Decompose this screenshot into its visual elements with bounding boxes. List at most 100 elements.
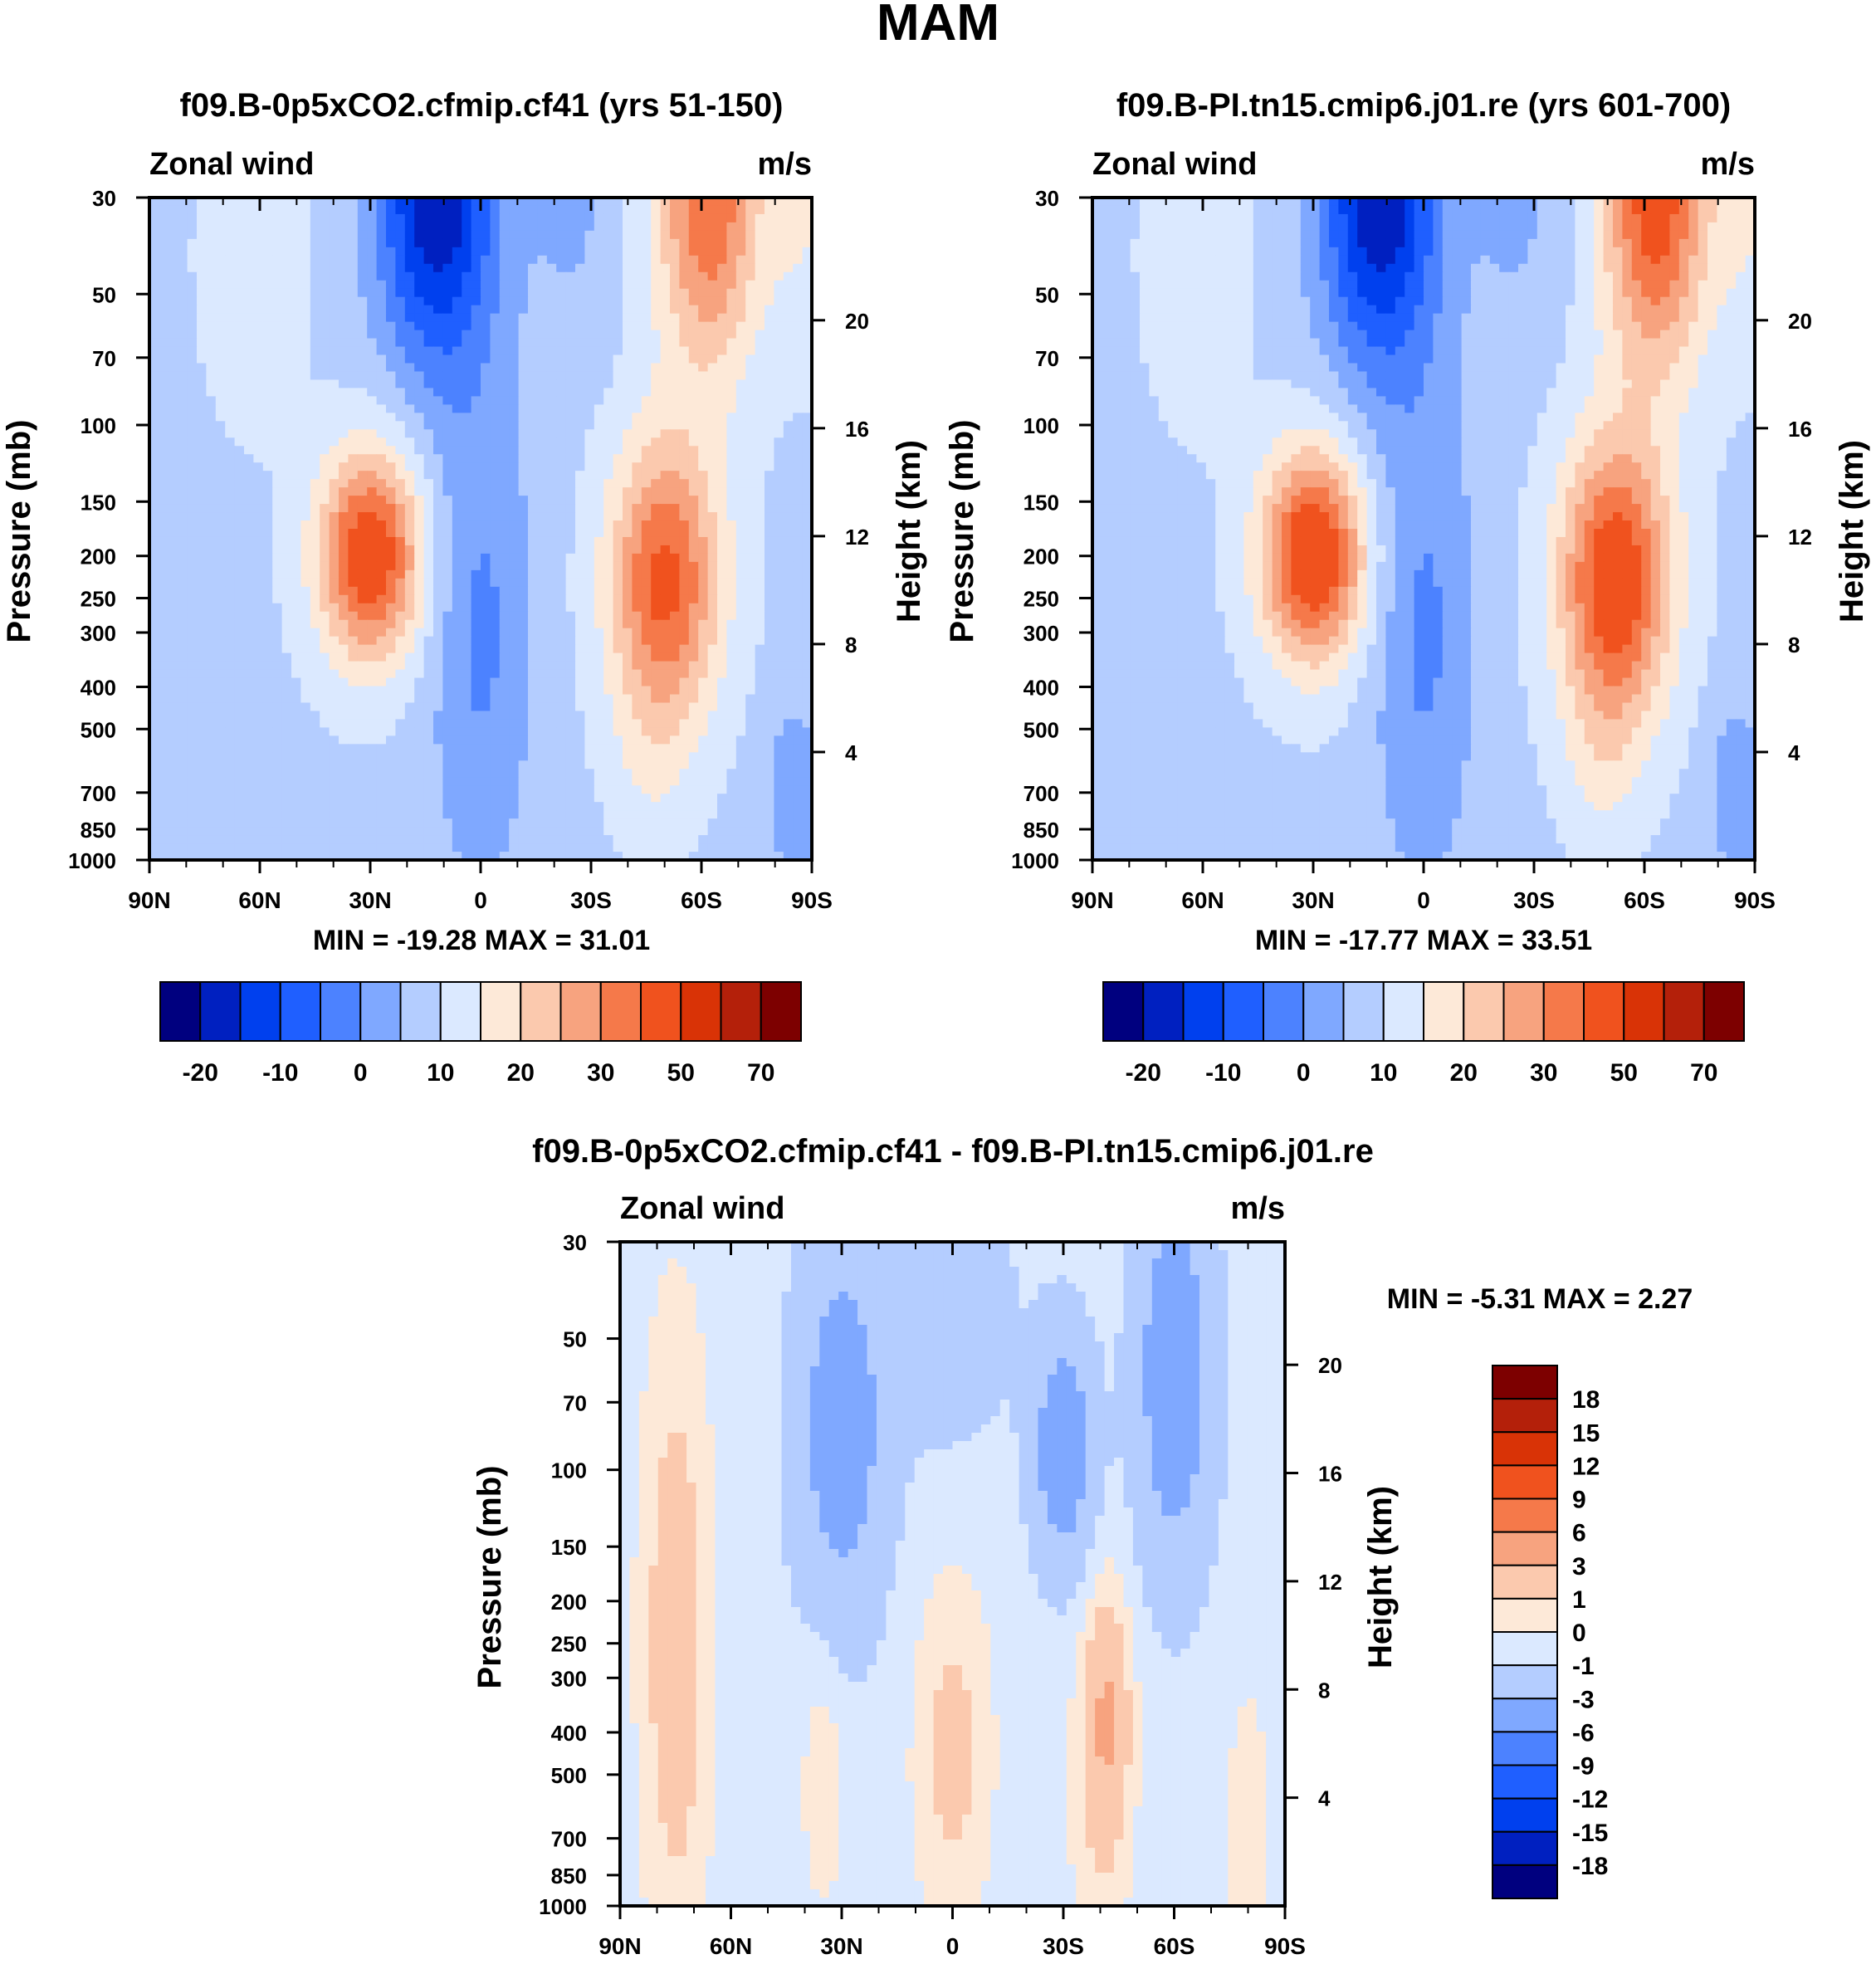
field-cell [707,471,718,480]
field-cell [802,594,813,604]
field-cell [244,677,254,687]
field-cell [707,454,718,463]
field-cell [688,603,699,613]
field-cell [376,727,387,736]
field-cell [774,296,784,306]
field-cell [688,529,699,538]
field-cell [320,313,330,323]
field-cell [481,238,491,248]
field-cell [499,669,510,679]
field-cell [518,512,529,521]
field-cell [376,594,387,604]
field-cell [310,785,320,794]
field-cell [320,247,330,256]
field-cell [793,454,804,463]
field-cell [528,611,538,621]
field-cell [726,686,737,696]
field-cell [651,569,662,579]
field-cell [528,404,538,413]
field-cell [793,396,804,405]
field-cell [386,669,396,679]
field-cell [367,338,378,348]
field-cell [556,536,567,546]
field-cell [490,496,501,505]
field-cell [613,636,623,646]
field-cell [613,727,623,736]
field-cell [802,271,813,281]
field-cell [670,213,680,223]
field-cell [717,644,727,654]
field-cell [717,296,727,306]
field-cell [651,504,662,513]
field-cell [197,487,207,496]
field-cell [670,661,680,671]
field-cell [206,263,217,273]
field-cell [802,669,813,679]
field-cell [159,529,169,538]
field-cell [698,288,709,298]
field-cell [698,496,709,505]
field-cell [291,694,301,704]
field-cell [717,247,727,256]
field-cell [793,769,804,778]
field-cell [528,321,538,331]
field-cell [802,719,813,728]
field-cell [206,404,217,413]
field-cell [755,305,765,315]
field-cell [197,529,207,538]
field-cell [707,553,718,563]
field-cell [272,280,283,290]
field-cell [594,603,604,613]
field-cell [168,652,178,662]
field-cell [623,628,633,638]
field-cell [623,512,633,521]
field-cell [546,255,557,265]
field-cell [187,594,198,604]
field-cell [300,694,311,704]
field-cell [281,280,292,290]
field-cell [149,280,159,290]
field-cell [168,504,178,513]
field-cell [462,727,472,736]
field-cell [735,611,746,621]
field-cell [442,222,453,232]
field-cell [339,429,349,438]
field-cell [584,437,595,447]
field-cell [481,479,491,488]
field-cell [641,520,652,530]
field-cell [225,396,236,405]
field-cell [670,686,680,696]
field-cell [499,338,510,348]
field-cell [774,536,784,546]
field-cell [423,545,434,555]
field-cell [348,719,359,728]
field-cell [623,578,633,588]
field-cell [726,496,737,505]
field-cell [518,462,529,471]
field-cell [291,652,301,662]
field-cell [623,752,633,761]
field-cell [735,769,746,778]
field-cell [717,702,727,712]
field-cell [481,396,491,405]
field-cell [187,238,198,248]
field-cell [348,454,359,463]
field-cell [556,611,567,621]
field-cell [197,603,207,613]
field-cell [395,363,406,373]
field-cell [481,702,491,712]
field-cell [442,479,453,488]
field-cell [632,611,642,621]
field-cell [499,561,510,571]
field-cell [197,255,207,265]
field-cell [623,561,633,571]
field-cell [452,479,462,488]
field-cell [490,652,501,662]
field-cell [499,379,510,389]
field-cell [518,479,529,488]
field-cell [565,686,576,696]
field-cell [670,578,680,588]
field-cell [442,247,453,256]
field-cell [745,437,756,447]
field-cell [490,578,501,588]
